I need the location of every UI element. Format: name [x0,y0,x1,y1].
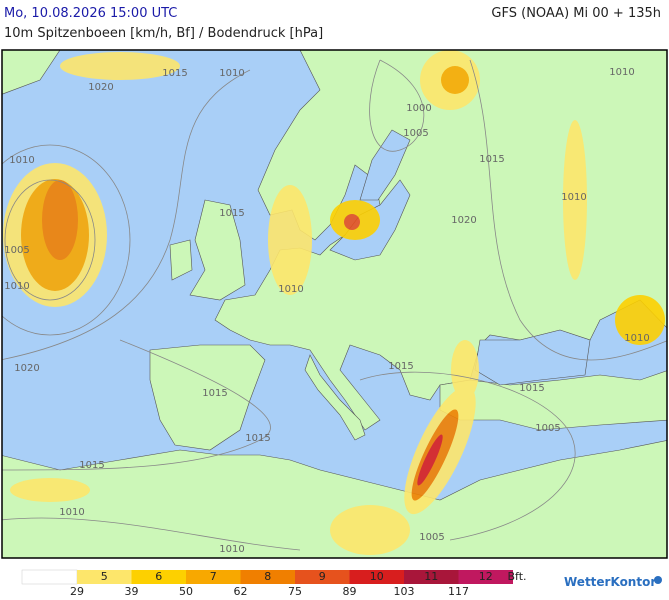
wind-area [330,505,410,555]
legend-bft: 8 [264,570,271,583]
isobar-label: 1010 [219,544,244,555]
map-area: 1015 1010 1020 1010 1005 1010 1015 1010 1000 1005… [2,50,667,558]
legend-swatch [77,570,132,584]
isobar-label: 1010 [219,68,244,79]
isobar-label: 1020 [14,363,39,374]
iceland [2,50,61,95]
legend-kmh: 50 [179,585,193,598]
legend-bft: 7 [210,570,217,583]
isobar-label: 1015 [519,383,544,394]
legend-bft: 9 [319,570,326,583]
legend-bft: 5 [101,570,108,583]
legend-bft: 12 [479,570,493,583]
logo-text: WetterKontor [564,575,656,589]
map-frame [1,49,668,559]
wind-area [60,52,180,80]
isobar-label: 1020 [88,82,113,93]
wind-area [10,478,90,502]
legend-kmh: 117 [448,585,469,598]
legend-kmh: 62 [234,585,248,598]
isobar-label: 1010 [561,192,586,203]
legend-calm [21,569,78,585]
isobar-label: 1015 [479,154,504,165]
isobar-label: 1015 [162,68,187,79]
wind-area [615,295,665,345]
gulf-of-bothnia [359,129,411,201]
wind-area [417,434,443,486]
isobar-label: 1005 [403,128,428,139]
isobar-label: 1015 [388,361,413,372]
legend-bft: 11 [424,570,438,583]
isobar-label: 1015 [202,388,227,399]
isobar-label: 1010 [59,507,84,518]
isobar-label: 1015 [219,208,244,219]
britain [189,199,246,301]
wind-area [441,66,469,94]
logo-icon [654,576,662,584]
isobar-label: 1000 [406,103,431,114]
model: GFS (NOAA) Mi 00 + 135h [491,6,661,21]
wind-area [563,120,587,280]
isobar-label: 1005 [535,423,560,434]
isobar-label: 1010 [278,284,303,295]
isobar-label: 1015 [245,433,270,444]
isobar-label: 1005 [4,245,29,256]
wind-area [42,180,78,260]
legend-unit: Bft. [507,570,526,583]
wind-areas [3,50,665,555]
isobar-label: 1010 [9,155,34,166]
legend-kmh: 39 [125,585,139,598]
ireland [169,239,193,281]
legend-kmh: 103 [394,585,415,598]
isobar-label: 1015 [79,460,104,471]
legend-swatch [404,570,459,584]
legend-swatch [458,570,513,584]
wind-area [344,214,360,230]
italy [304,354,366,441]
legend-swatch [186,570,241,584]
legend-bft: 6 [155,570,162,583]
isobar-label: 1020 [451,215,476,226]
isobar [4,179,96,301]
isobar [369,59,425,152]
wind-area [451,340,479,400]
africa [2,440,667,558]
legend-kmh: 29 [70,585,84,598]
legend-swatch [295,570,350,584]
isobar-label: 1010 [609,67,634,78]
logo: WetterKontor [564,575,662,589]
isobar [359,371,576,541]
isobar-label: 1010 [624,333,649,344]
isobar-label: 1010 [4,281,29,292]
isobars [2,59,667,551]
datetime: Mo, 10.08.2026 15:00 UTC [4,6,178,21]
isobar [2,144,131,336]
land [2,50,667,558]
legend-kmh: 89 [343,585,357,598]
isobar-labels: 1015 1010 1020 1010 1005 1010 1015 1010 1000 1005… [4,67,649,555]
wind-area [268,185,312,295]
isobar-label: 1005 [419,532,444,543]
isobar [2,69,251,360]
legend-swatch [349,570,404,584]
isobar [469,59,667,361]
product: 10m Spitzenboeen [km/h, Bf] / Bodendruck… [4,26,324,41]
legend-kmh: 75 [288,585,302,598]
iberia [149,344,266,451]
isobar [2,517,301,551]
isobar [2,339,271,471]
legend-swatch [131,570,186,584]
legend-bft: 10 [370,570,384,583]
legend-swatch [240,570,295,584]
